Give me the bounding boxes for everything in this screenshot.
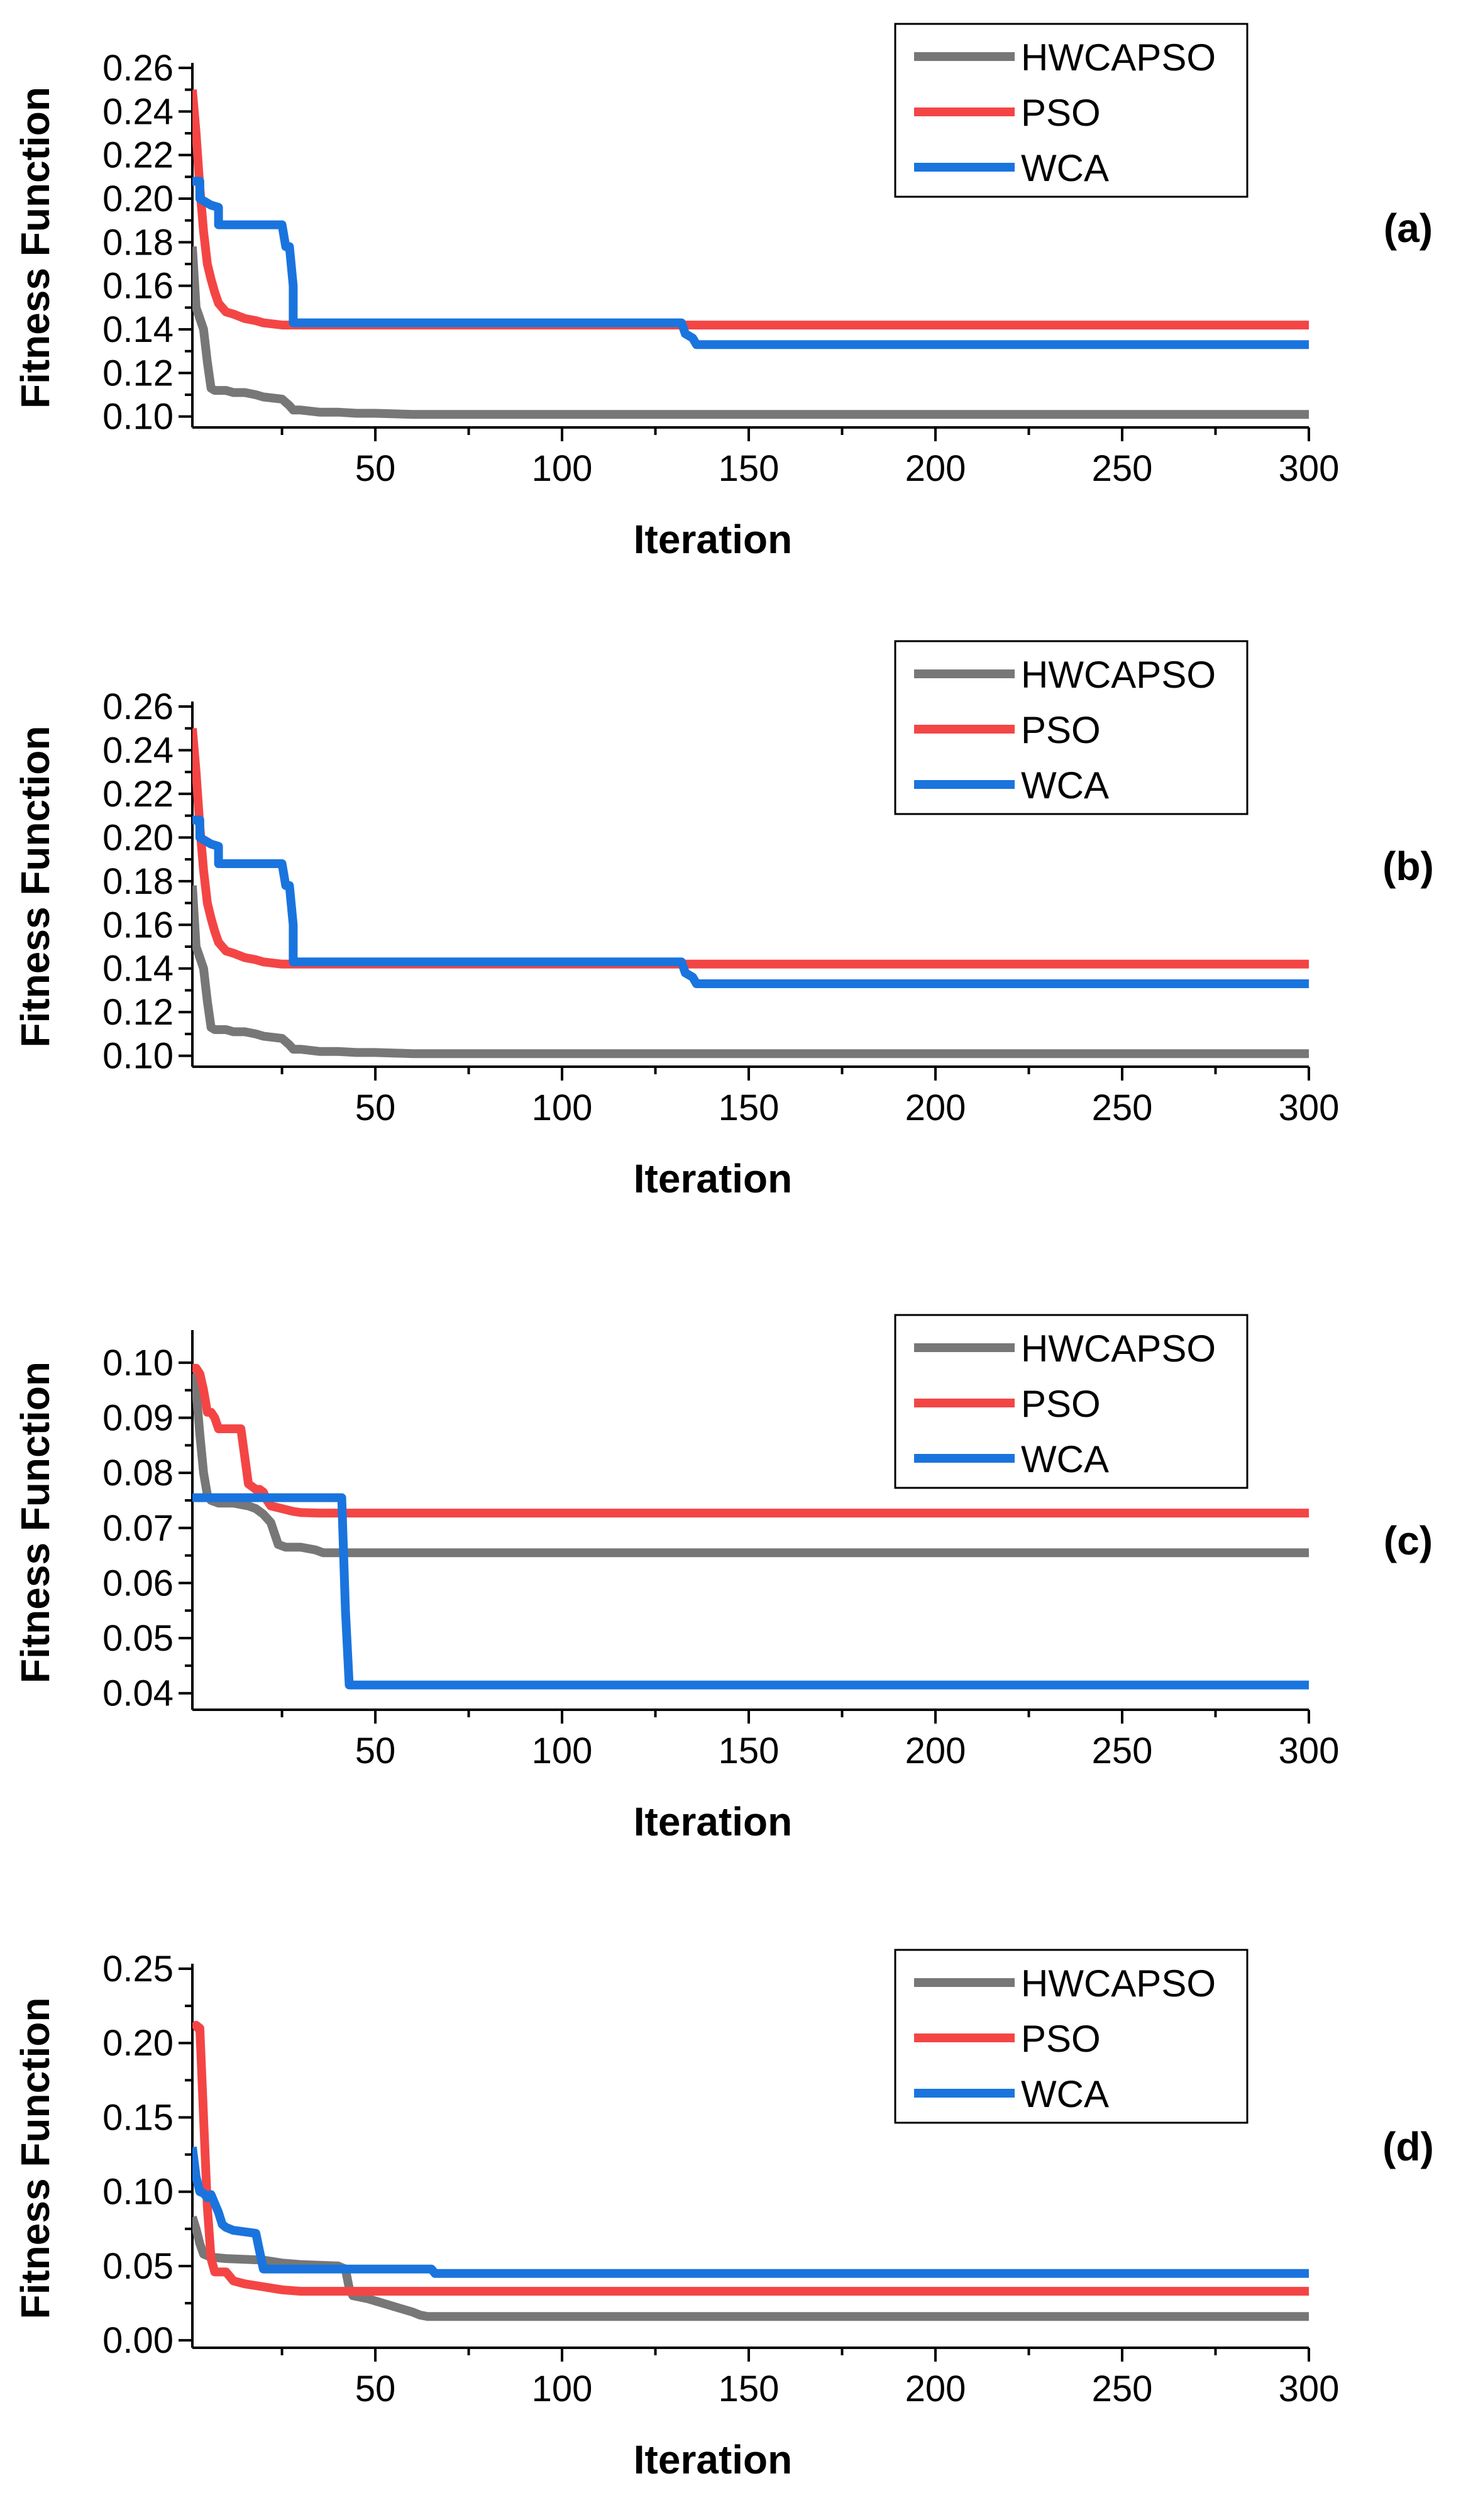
x-tick-label: 250 bbox=[1092, 1087, 1153, 1128]
series-line-pso bbox=[192, 2020, 1309, 2296]
legend-label-pso: PSO bbox=[1021, 92, 1101, 134]
y-tick-label: 0.25 bbox=[102, 1949, 174, 1989]
panel-label: (b) bbox=[1382, 844, 1434, 889]
x-tick-label: 100 bbox=[532, 2369, 593, 2409]
series-line-wca bbox=[192, 1493, 1309, 1690]
legend-label-pso: PSO bbox=[1021, 2018, 1101, 2060]
chart-panel-b: 50 100 150 200 250 3000.100.120.140.160.180.2… bbox=[13, 640, 1434, 1201]
y-axis-label: Fitness Function bbox=[13, 1362, 58, 1683]
legend-label-wca: WCA bbox=[1021, 147, 1109, 189]
x-tick-label: 150 bbox=[719, 2369, 780, 2409]
y-tick-label: 0.14 bbox=[102, 309, 174, 350]
y-tick-label: 0.26 bbox=[102, 686, 174, 727]
series-line-hwcapso bbox=[192, 885, 1309, 1059]
chart-panel-a: 50 100 150 200 250 3000.100.120.140.160.180.2… bbox=[13, 23, 1433, 562]
x-tick-label: 300 bbox=[1279, 2369, 1340, 2409]
legend-label-wca: WCA bbox=[1021, 2073, 1109, 2115]
y-tick-label: 0.09 bbox=[102, 1397, 174, 1438]
legend-label-wca: WCA bbox=[1021, 1438, 1109, 1480]
y-tick-label: 0.04 bbox=[102, 1673, 174, 1714]
chart-panel-d: 50 100 150 200 250 300 0.00 0.05 0.10 0.15 0.20 0.2… bbox=[13, 1949, 1434, 2482]
legend-label-pso: PSO bbox=[1021, 1383, 1101, 1425]
y-tick-label: 0.16 bbox=[102, 905, 174, 945]
y-tick-label: 0.05 bbox=[102, 1618, 174, 1659]
x-tick-label: 200 bbox=[905, 2369, 966, 2409]
y-tick-label: 0.20 bbox=[102, 2023, 174, 2064]
y-tick-label: 0.10 bbox=[102, 1036, 174, 1077]
x-tick-label: 100 bbox=[532, 1087, 593, 1128]
x-tick-label: 100 bbox=[532, 448, 593, 489]
y-tick-label: 0.10 bbox=[102, 1343, 174, 1384]
y-tick-label: 0.07 bbox=[102, 1508, 174, 1549]
y-tick-label: 0.15 bbox=[102, 2097, 174, 2138]
x-tick-label: 50 bbox=[355, 1730, 396, 1771]
y-tick-label: 0.10 bbox=[102, 397, 174, 437]
x-tick-label: 200 bbox=[905, 448, 966, 489]
y-tick-label: 0.20 bbox=[102, 817, 174, 858]
x-axis-label: Iteration bbox=[634, 517, 792, 562]
y-tick-label: 0.05 bbox=[102, 2246, 174, 2287]
y-tick-label: 0.22 bbox=[102, 774, 174, 815]
y-axis-label: Fitness Function bbox=[13, 1998, 58, 2319]
x-tick-label: 300 bbox=[1279, 1730, 1340, 1771]
x-tick-label: 100 bbox=[532, 1730, 593, 1771]
panel-label: (a) bbox=[1384, 206, 1433, 251]
x-axis-label: Iteration bbox=[634, 1156, 792, 1201]
x-axis-label: Iteration bbox=[634, 2437, 792, 2482]
y-tick-label: 0.06 bbox=[102, 1563, 174, 1604]
y-tick-label: 0.18 bbox=[102, 861, 174, 902]
y-tick-label: 0.24 bbox=[102, 730, 174, 771]
chart-panel-c: 50 100 150 200 250 300 0.04 0.05 0.06 0.07 0.08 0.0… bbox=[13, 1314, 1433, 1844]
series-line-pso bbox=[192, 1363, 1309, 1518]
series-line-hwcapso bbox=[192, 246, 1309, 419]
x-tick-label: 150 bbox=[719, 448, 780, 489]
legend-label-hwcapso: HWCAPSO bbox=[1021, 1328, 1216, 1370]
y-tick-label: 0.16 bbox=[102, 266, 174, 307]
x-tick-label: 250 bbox=[1092, 1730, 1153, 1771]
y-tick-label: 0.12 bbox=[102, 992, 174, 1033]
y-axis-label: Fitness Function bbox=[13, 87, 58, 409]
series-line-wca bbox=[192, 177, 1309, 349]
x-tick-label: 50 bbox=[355, 2369, 396, 2409]
y-tick-label: 0.10 bbox=[102, 2172, 174, 2213]
x-tick-label: 150 bbox=[719, 1087, 780, 1128]
legend-label-wca: WCA bbox=[1021, 764, 1109, 806]
series-line-wca bbox=[192, 2146, 1309, 2278]
panel-label: (d) bbox=[1382, 2124, 1434, 2169]
y-tick-label: 0.22 bbox=[102, 135, 174, 176]
y-tick-label: 0.14 bbox=[102, 949, 174, 989]
y-tick-label: 0.24 bbox=[102, 91, 174, 132]
x-tick-label: 300 bbox=[1279, 448, 1340, 489]
x-tick-label: 200 bbox=[905, 1730, 966, 1771]
x-axis-label: Iteration bbox=[634, 1799, 792, 1844]
x-tick-label: 250 bbox=[1092, 2369, 1153, 2409]
y-tick-label: 0.26 bbox=[102, 48, 174, 89]
x-tick-label: 200 bbox=[905, 1087, 966, 1128]
legend-label-hwcapso: HWCAPSO bbox=[1021, 654, 1216, 696]
series-line-hwcapso bbox=[192, 1372, 1309, 1558]
y-tick-label: 0.08 bbox=[102, 1453, 174, 1494]
x-tick-label: 50 bbox=[355, 1087, 396, 1128]
y-tick-label: 0.18 bbox=[102, 222, 174, 263]
y-axis-label: Fitness Function bbox=[13, 726, 58, 1048]
x-tick-label: 50 bbox=[355, 448, 396, 489]
series-line-wca bbox=[192, 815, 1309, 988]
legend-label-pso: PSO bbox=[1021, 709, 1101, 751]
y-tick-label: 0.00 bbox=[102, 2320, 174, 2361]
panel-label: (c) bbox=[1384, 1518, 1433, 1563]
legend-label-hwcapso: HWCAPSO bbox=[1021, 36, 1216, 79]
x-tick-label: 150 bbox=[719, 1730, 780, 1771]
legend-label-hwcapso: HWCAPSO bbox=[1021, 1962, 1216, 2005]
y-tick-label: 0.20 bbox=[102, 179, 174, 219]
x-tick-label: 250 bbox=[1092, 448, 1153, 489]
y-tick-label: 0.12 bbox=[102, 353, 174, 393]
x-tick-label: 300 bbox=[1279, 1087, 1340, 1128]
